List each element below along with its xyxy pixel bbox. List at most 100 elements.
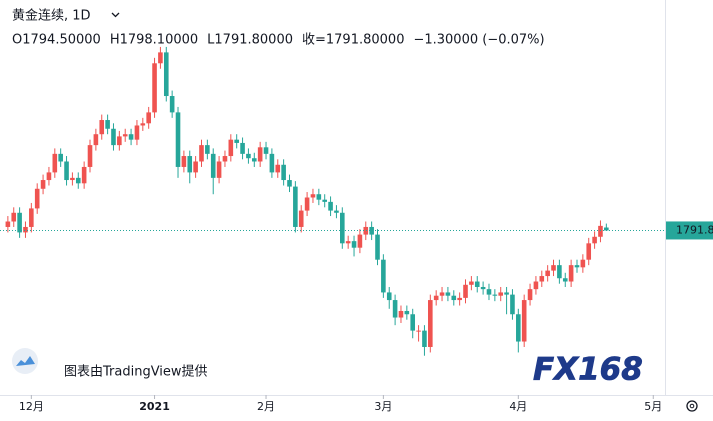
candle-body bbox=[64, 161, 69, 181]
candle-body bbox=[469, 281, 474, 285]
candle-body bbox=[146, 112, 151, 124]
candle-body bbox=[428, 300, 433, 347]
ohlc-value: −1.30000 (−0.07%) bbox=[413, 33, 544, 48]
settings-gear[interactable] bbox=[686, 400, 698, 412]
watermark: 图表由TradingView提供 bbox=[64, 364, 208, 380]
ohlc-value: H1798.10000 bbox=[110, 33, 198, 48]
candle-body bbox=[592, 236, 597, 244]
candle-body bbox=[269, 153, 275, 173]
candle-body bbox=[463, 284, 468, 298]
gear-hub bbox=[689, 403, 695, 409]
candle-body bbox=[604, 227, 609, 231]
candle-body bbox=[70, 177, 75, 181]
symbol-title: 黄金连续, 1D bbox=[12, 8, 91, 24]
candle-body bbox=[93, 134, 99, 146]
candle-body bbox=[5, 221, 11, 227]
candle-body bbox=[357, 234, 363, 248]
ohlc-legend: O1794.50000 H1798.10000 L1791.80000 收=1791.… bbox=[12, 33, 545, 48]
candle-body bbox=[298, 210, 304, 227]
candle-body bbox=[539, 276, 545, 282]
candle-body bbox=[363, 226, 369, 235]
candle-body bbox=[316, 194, 322, 200]
x-tick-label: 2021 bbox=[139, 400, 170, 413]
candle-body bbox=[81, 166, 87, 184]
candle-body bbox=[574, 265, 580, 268]
candle-body bbox=[498, 292, 504, 296]
candle-body bbox=[117, 136, 122, 146]
candle-body bbox=[105, 120, 110, 129]
tv-logo bbox=[16, 356, 35, 366]
candle-body bbox=[175, 112, 181, 167]
candle-body bbox=[398, 310, 404, 318]
candle-body bbox=[163, 52, 169, 97]
fx168-logo: FX168 bbox=[533, 352, 643, 388]
candle-body bbox=[340, 212, 345, 244]
candle-body bbox=[152, 63, 157, 113]
candle-body bbox=[128, 134, 134, 140]
candle-body bbox=[586, 243, 592, 260]
last-price-label: 1791.80 bbox=[676, 223, 713, 236]
candle-body bbox=[562, 278, 568, 282]
candle-body bbox=[510, 294, 515, 315]
candle-body bbox=[304, 197, 310, 211]
candle-body bbox=[328, 201, 333, 211]
candle-body bbox=[251, 158, 257, 162]
x-tick-label: 3月 bbox=[374, 400, 392, 413]
candle-body bbox=[234, 139, 239, 143]
tv-logo-bg bbox=[12, 348, 38, 374]
candle-body bbox=[545, 270, 550, 277]
ohlc-value: 收=1791.80000 bbox=[302, 33, 404, 48]
candle-body bbox=[46, 172, 52, 181]
candle-body bbox=[29, 208, 34, 227]
candle-body bbox=[228, 139, 234, 157]
candle-body bbox=[169, 96, 175, 113]
x-tick-label: 4月 bbox=[509, 400, 527, 413]
candle-body bbox=[187, 156, 193, 173]
candle-body bbox=[381, 259, 386, 293]
candle-body bbox=[158, 52, 163, 64]
candle-body bbox=[580, 259, 586, 268]
candle-body bbox=[222, 156, 228, 162]
candle-body bbox=[457, 297, 462, 301]
candle-body bbox=[422, 330, 427, 347]
candle-body bbox=[75, 177, 81, 184]
candle-body bbox=[11, 212, 17, 222]
candle-body bbox=[34, 188, 40, 209]
candle-body bbox=[451, 295, 457, 301]
interval-dropdown[interactable] bbox=[111, 12, 120, 18]
x-tick-label: 12月 bbox=[19, 400, 44, 413]
candle-body bbox=[40, 180, 46, 189]
candle-body bbox=[386, 292, 392, 301]
candle-body bbox=[334, 210, 339, 213]
candle-body bbox=[516, 314, 521, 342]
candle-body bbox=[111, 128, 116, 146]
candle-body bbox=[533, 281, 539, 290]
candle-body bbox=[598, 225, 603, 237]
candle-body bbox=[240, 142, 245, 154]
candle-body bbox=[492, 294, 498, 296]
candle-body bbox=[275, 164, 281, 173]
candle-body bbox=[23, 226, 28, 233]
candle-body bbox=[504, 292, 509, 295]
last-price-box bbox=[666, 221, 713, 240]
candle-body bbox=[293, 186, 298, 227]
candle-body bbox=[122, 134, 128, 137]
candle-body bbox=[205, 145, 210, 154]
ohlc-value: O1794.50000 bbox=[12, 33, 101, 48]
candle-body bbox=[557, 265, 562, 279]
candle-body bbox=[140, 123, 146, 126]
candle-body bbox=[375, 234, 380, 260]
candle-body bbox=[99, 120, 105, 135]
candle-body bbox=[257, 147, 263, 162]
candle-body bbox=[281, 164, 286, 181]
candle-body bbox=[392, 300, 398, 318]
candle-body bbox=[351, 241, 357, 248]
candle-body bbox=[58, 153, 63, 162]
candle-body bbox=[568, 265, 574, 282]
ohlc-value: L1791.80000 bbox=[207, 33, 293, 48]
candle-body bbox=[216, 161, 222, 178]
candle-body bbox=[322, 199, 327, 202]
candle-body bbox=[287, 180, 292, 187]
candle-body bbox=[87, 145, 93, 167]
